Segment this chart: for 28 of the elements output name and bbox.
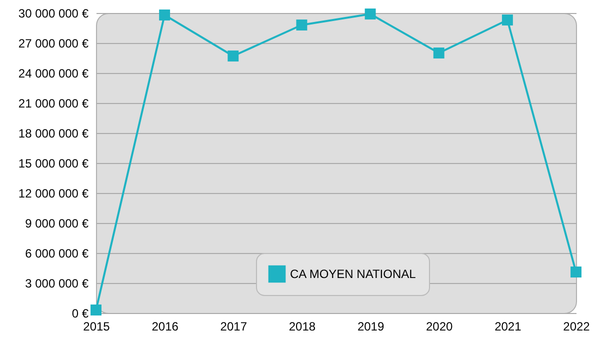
y-tick-label: 12 000 000 € (18, 186, 89, 200)
x-tick-label: 2021 (494, 320, 522, 334)
y-tick-label: 24 000 000 € (18, 66, 89, 80)
y-tick-label: 9 000 000 € (25, 216, 89, 230)
point (364, 8, 376, 20)
point (433, 48, 444, 58)
point (228, 50, 239, 62)
x-tick-label: 2018 (288, 320, 316, 334)
y-tick-label: 3 000 000 € (25, 276, 89, 290)
legend-label: CA MOYEN NATIONAL (290, 267, 416, 281)
point (570, 266, 582, 278)
point (296, 20, 308, 30)
point (90, 304, 102, 316)
y-tick-label: 18 000 000 € (18, 126, 89, 140)
y-tick-label: 27 000 000 € (18, 36, 89, 50)
x-tick-label: 2015 (83, 320, 110, 334)
x-tick-label: 2022 (563, 320, 590, 334)
y-tick-label: 0 € (72, 306, 89, 320)
x-tick-label: 2017 (220, 320, 248, 334)
point (502, 14, 513, 26)
y-tick-label: 15 000 000 € (18, 156, 89, 170)
y-tick-label: 21 000 000 € (18, 96, 89, 110)
y-tick-label: 30 000 000 € (18, 6, 89, 20)
x-tick-label: 2019 (357, 320, 384, 334)
point (159, 10, 170, 20)
y-tick-label: 6 000 000 € (25, 246, 89, 260)
x-tick-label: 2016 (152, 320, 179, 334)
x-tick-label: 2020 (426, 320, 454, 334)
